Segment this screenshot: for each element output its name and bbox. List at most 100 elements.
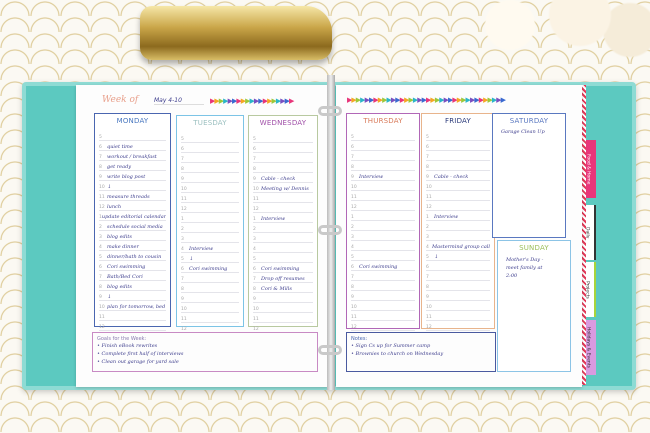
hour-label: 3 xyxy=(426,235,429,240)
hour-row: 1 Interview xyxy=(426,211,490,221)
arrow-icon: ▶ xyxy=(368,96,374,104)
hour-label: 8 xyxy=(351,165,354,170)
day-title: SATURDAY xyxy=(509,117,549,125)
hour-row: 11 xyxy=(181,313,239,323)
arrow-icon: ▶ xyxy=(284,97,290,105)
hour-row: 11 xyxy=(351,191,415,201)
hour-row: 7 xyxy=(351,151,415,161)
hour-row: 10 plan for tomorrow, bed xyxy=(99,301,166,311)
saturday-column: SATURDAY Garage Clean Up xyxy=(492,113,566,238)
hour-label: 5 xyxy=(253,137,256,142)
arrow-icon: ▶ xyxy=(395,96,400,104)
hour-label: 4 xyxy=(426,245,429,250)
hour-label: 7 xyxy=(99,275,102,280)
arrow-icon: ▶ xyxy=(478,96,484,104)
hour-row: 2 xyxy=(253,223,313,233)
left-page: Week of May 4-10 ▶▶▶▶▶▶▶▶▶▶▶▶▶▶▶▶▶▶▶ MON… xyxy=(76,85,328,387)
hour-label: 11 xyxy=(351,315,357,320)
hour-label: 11 xyxy=(426,195,432,200)
sunday-entry: 2:00 xyxy=(506,273,518,279)
hour-row: 10 xyxy=(351,181,415,191)
hour-label: 11 xyxy=(99,195,105,200)
entry-text: Cable - check xyxy=(434,174,469,180)
gold-stapler xyxy=(140,6,332,60)
hour-label: 8 xyxy=(99,285,102,290)
hour-label: 10 xyxy=(426,305,432,310)
hour-row: 7 xyxy=(253,153,313,163)
entry-text: plan for tomorrow, bed xyxy=(107,304,166,310)
binder-ring xyxy=(318,106,342,116)
arrow-icon: ▶ xyxy=(236,97,241,105)
hour-row: 1 xyxy=(181,213,239,223)
hour-row: 6 xyxy=(426,141,490,151)
hour-row: 9 xyxy=(181,293,239,303)
hour-label: 9 xyxy=(426,175,429,180)
hour-row: 12 xyxy=(351,201,415,211)
hour-row: 3 xyxy=(351,231,415,241)
hour-row: 9 Cable - check xyxy=(253,173,313,183)
hour-row: 6 xyxy=(181,143,239,153)
hour-label: 12 xyxy=(426,325,432,330)
hour-label: 1 xyxy=(181,217,184,222)
hour-label: 4 xyxy=(253,247,256,252)
week-dates: May 4-10 xyxy=(154,97,204,105)
hour-label: 3 xyxy=(181,237,184,242)
hour-row: 2 schedule social media xyxy=(99,221,166,231)
arrow-icon: ▶ xyxy=(377,96,383,104)
hour-row: 6 xyxy=(426,261,490,271)
hour-label: 3 xyxy=(351,235,354,240)
goal-item: • Finish eBook rewrites xyxy=(97,343,158,349)
arrow-icon: ▶ xyxy=(364,96,370,104)
hour-label: 11 xyxy=(99,315,105,320)
hour-label: 6 xyxy=(181,267,184,272)
hour-row: 4 Mastermind group call xyxy=(426,241,490,251)
hour-label: 9 xyxy=(253,177,256,182)
hour-row: 7 xyxy=(181,153,239,163)
entry-text: Interview xyxy=(189,246,214,252)
hour-label: 2 xyxy=(253,227,256,232)
sunday-entry: meet family at xyxy=(506,265,543,271)
monday-column: MONDAY 5 6 quiet time 7 workout / breakfast 8 g… xyxy=(94,113,171,331)
hour-label: 9 xyxy=(181,297,184,302)
hour-row: 10 xyxy=(181,303,239,313)
arrow-icon: ▶ xyxy=(373,96,378,104)
hour-label: 7 xyxy=(426,275,429,280)
arrow-icon: ▶ xyxy=(245,97,250,105)
entry-text: get ready xyxy=(107,164,132,170)
hour-label: 5 xyxy=(99,255,102,260)
hour-row: 5 xyxy=(99,131,166,141)
arrow-icon: ▶ xyxy=(382,96,387,104)
arrow-icon: ▶ xyxy=(267,97,272,105)
hour-row: 10 xyxy=(426,181,490,191)
goal-item: • Complete first half of interviews xyxy=(97,351,184,357)
hour-row: 8 Cori & Mills xyxy=(253,283,313,293)
arrow-icon: ▶ xyxy=(240,97,246,105)
hour-row: 5 xyxy=(351,251,415,261)
hour-row: 12 xyxy=(426,321,490,331)
entry-text: blog edits xyxy=(107,234,132,240)
hour-label: 9 xyxy=(253,297,256,302)
arrow-icon: ▶ xyxy=(249,97,255,105)
arrow-icon: ▶ xyxy=(447,96,453,104)
hour-row: 5 xyxy=(181,133,239,143)
arrow-icon: ▶ xyxy=(262,97,268,105)
hour-label: 7 xyxy=(351,155,354,160)
hour-label: 12 xyxy=(99,205,105,210)
entry-text: Bath/Bed Cori xyxy=(107,274,143,280)
hour-row: 8 xyxy=(253,163,313,173)
hour-label: 12 xyxy=(253,207,259,212)
arrow-icon: ▶ xyxy=(412,96,418,104)
hour-label: 5 xyxy=(253,257,256,262)
entry-text: Cori & Mills xyxy=(261,286,292,292)
hour-label: 11 xyxy=(181,317,187,322)
hour-row: 12 xyxy=(351,321,415,331)
hour-row: 9 xyxy=(253,293,313,303)
hour-row: 9 ↓ xyxy=(99,291,166,301)
hour-label: 12 xyxy=(351,205,357,210)
arrow-icon: ▶ xyxy=(271,97,276,105)
arrow-icon: ▶ xyxy=(360,96,365,104)
note-item: • Brownies to church on Wednesday xyxy=(351,351,444,357)
arrow-icon: ▶ xyxy=(253,97,259,105)
hour-label: 9 xyxy=(181,177,184,182)
hour-label: 7 xyxy=(351,275,354,280)
